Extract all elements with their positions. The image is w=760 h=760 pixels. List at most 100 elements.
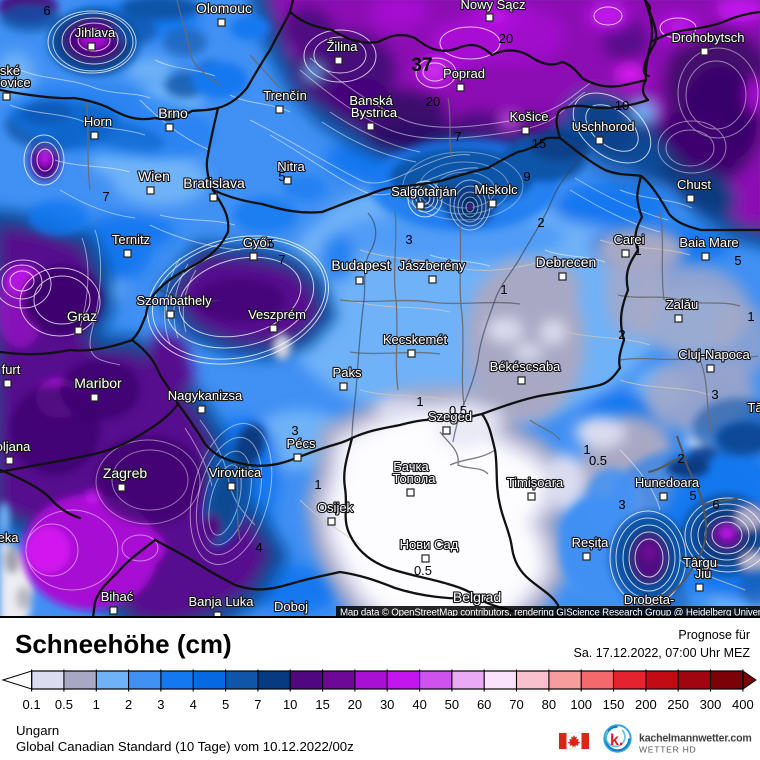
svg-text:70: 70 [509, 697, 523, 712]
svg-text:6: 6 [712, 497, 719, 512]
svg-text:20: 20 [426, 94, 440, 109]
svg-text:1: 1 [634, 243, 641, 258]
svg-text:Sa. 17.12.2022, 07:00 Uhr MEZ: Sa. 17.12.2022, 07:00 Uhr MEZ [574, 646, 751, 660]
svg-text:Debrecen: Debrecen [536, 254, 597, 270]
svg-text:2: 2 [618, 327, 625, 342]
svg-text:Бачка: Бачка [393, 459, 429, 474]
svg-text:Bihać: Bihać [101, 589, 134, 604]
svg-text:2: 2 [677, 451, 684, 466]
svg-text:0.5: 0.5 [589, 453, 607, 468]
svg-text:7: 7 [254, 697, 261, 712]
svg-text:200: 200 [635, 697, 657, 712]
svg-text:0.5: 0.5 [414, 563, 432, 578]
svg-text:Uschhorod: Uschhorod [572, 119, 635, 134]
svg-text:Ternitz: Ternitz [112, 232, 150, 247]
svg-text:3: 3 [405, 232, 412, 247]
svg-text:7: 7 [278, 252, 285, 267]
svg-text:Global Canadian Standard (10 T: Global Canadian Standard (10 Tage) vom 1… [16, 739, 354, 754]
svg-text:Reșița: Reșița [572, 535, 610, 550]
svg-text:Zalău: Zalău [666, 297, 699, 312]
svg-text:5: 5 [267, 236, 274, 251]
svg-text:kachelmannwetter.com: kachelmannwetter.com [639, 733, 752, 745]
svg-text:Tă: Tă [747, 400, 760, 415]
svg-text:Doboj: Doboj [274, 599, 308, 614]
svg-text:Košice: Košice [509, 109, 548, 124]
svg-text:Paks: Paks [333, 365, 362, 380]
svg-text:4: 4 [255, 540, 262, 555]
svg-text:Salgótarján: Salgótarján [391, 184, 457, 199]
svg-text:Jászberény: Jászberény [399, 258, 466, 273]
svg-text:Prognose für: Prognose für [678, 628, 750, 642]
svg-text:Hunedoara: Hunedoara [635, 475, 700, 490]
svg-text:20: 20 [499, 31, 513, 46]
svg-text:2: 2 [125, 697, 132, 712]
svg-text:Horn: Horn [84, 114, 112, 129]
svg-text:Map data © OpenStreetMap contr: Map data © OpenStreetMap contributors, r… [340, 608, 760, 619]
svg-text:1: 1 [747, 309, 754, 324]
svg-text:Maribor: Maribor [74, 375, 122, 391]
svg-text:Târgu: Târgu [683, 555, 717, 570]
svg-text:Veszprém: Veszprém [248, 307, 306, 322]
svg-text:20: 20 [348, 697, 362, 712]
svg-text:Nagykanizsa: Nagykanizsa [168, 388, 243, 403]
svg-text:Jihlava: Jihlava [75, 25, 116, 40]
svg-text:Baia Mare: Baia Mare [679, 235, 738, 250]
svg-text:300: 300 [700, 697, 722, 712]
svg-text:Belgrad: Belgrad [453, 589, 501, 605]
svg-text:oljana: oljana [0, 439, 31, 454]
svg-text:5: 5 [278, 169, 285, 184]
svg-text:400: 400 [732, 697, 754, 712]
svg-text:0.5: 0.5 [55, 697, 73, 712]
svg-text:Bystrica: Bystrica [351, 105, 398, 120]
svg-text:Nowy Sącz: Nowy Sącz [460, 0, 525, 12]
svg-text:eka: eka [0, 530, 19, 545]
svg-text:7: 7 [454, 129, 461, 144]
svg-text:Drohobytsch: Drohobytsch [672, 30, 745, 45]
svg-text:Szombathely: Szombathely [136, 293, 212, 308]
svg-text:Zagreb: Zagreb [103, 465, 148, 481]
svg-text:2: 2 [537, 215, 544, 230]
svg-text:Schneehöhe (cm): Schneehöhe (cm) [15, 629, 232, 659]
svg-text:Olomouc: Olomouc [196, 0, 252, 16]
svg-text:Timișoara: Timișoara [507, 475, 564, 490]
svg-text:0.1: 0.1 [23, 697, 41, 712]
svg-text:Bratislava: Bratislava [183, 175, 245, 191]
svg-text:3: 3 [157, 697, 164, 712]
svg-text:4: 4 [190, 697, 197, 712]
svg-text:9: 9 [523, 169, 530, 184]
svg-text:80: 80 [542, 697, 556, 712]
svg-text:40: 40 [412, 697, 426, 712]
svg-text:60: 60 [477, 697, 491, 712]
svg-text:6: 6 [43, 3, 50, 18]
svg-text:WETTER HD: WETTER HD [639, 745, 696, 755]
svg-text:Žilina: Žilina [326, 39, 358, 54]
svg-text:Carei: Carei [613, 232, 644, 247]
svg-text:15: 15 [315, 697, 329, 712]
svg-text:Budapest: Budapest [331, 257, 390, 273]
svg-text:Békéscsaba: Békéscsaba [490, 359, 562, 374]
svg-text:1: 1 [416, 394, 423, 409]
svg-text:jovice: jovice [0, 75, 31, 90]
svg-text:Kecskemét: Kecskemét [383, 332, 448, 347]
svg-text:Chust: Chust [677, 177, 711, 192]
svg-text:5: 5 [222, 697, 229, 712]
svg-text:Нови Сад: Нови Сад [400, 537, 459, 552]
svg-text:Osijek: Osijek [317, 500, 354, 515]
svg-text:Brno: Brno [158, 105, 188, 121]
svg-text:150: 150 [603, 697, 625, 712]
svg-text:30: 30 [380, 697, 394, 712]
svg-text:furt: furt [2, 362, 21, 377]
svg-text:10: 10 [615, 98, 629, 113]
svg-text:3: 3 [711, 387, 718, 402]
svg-text:15: 15 [532, 136, 546, 151]
svg-text:1: 1 [500, 282, 507, 297]
svg-text:k.: k. [610, 732, 623, 749]
svg-text:Pécs: Pécs [287, 436, 316, 451]
svg-text:Virovitica: Virovitica [209, 465, 262, 480]
svg-text:Graz: Graz [67, 308, 97, 324]
svg-text:Топола: Топола [393, 471, 437, 486]
svg-text:Banská: Banská [349, 93, 393, 108]
svg-text:5: 5 [734, 253, 741, 268]
svg-text:Szeged: Szeged [428, 409, 472, 424]
svg-text:Poprad: Poprad [443, 66, 485, 81]
